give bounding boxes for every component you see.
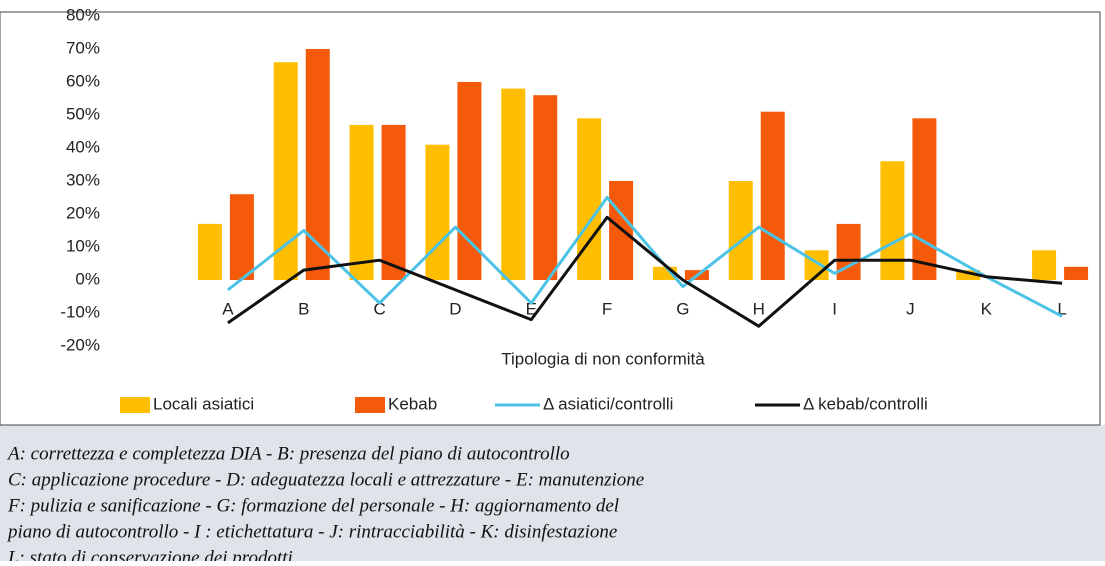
y-tick-label: -10% xyxy=(60,302,100,321)
bar xyxy=(197,223,222,280)
y-tick-label: 0% xyxy=(75,269,100,288)
bar xyxy=(305,49,330,280)
legend-swatch xyxy=(355,397,385,413)
bar xyxy=(956,270,981,280)
bar xyxy=(349,124,374,281)
caption-line: C: applicazione procedure - D: adeguatez… xyxy=(8,469,644,490)
bar xyxy=(1064,266,1089,280)
bar xyxy=(533,95,558,280)
x-tick-label: C xyxy=(373,299,385,318)
legend-swatch xyxy=(120,397,150,413)
bar xyxy=(912,118,937,280)
x-tick-label: A xyxy=(222,299,234,318)
caption-line: piano di autocontrollo - I : etichettatu… xyxy=(6,521,617,542)
caption-background xyxy=(0,425,1105,561)
x-tick-label: B xyxy=(298,299,309,318)
bar xyxy=(1032,250,1057,280)
bar xyxy=(880,161,905,280)
y-tick-label: 40% xyxy=(66,137,100,156)
bar xyxy=(760,111,785,280)
x-tick-label: G xyxy=(676,299,689,318)
bar xyxy=(381,124,406,281)
x-tick-label: H xyxy=(753,299,765,318)
legend-label: Kebab xyxy=(388,394,437,413)
y-tick-label: 50% xyxy=(66,104,100,123)
bar xyxy=(501,88,526,280)
x-tick-label: E xyxy=(526,299,537,318)
x-tick-label: I xyxy=(832,299,837,318)
bar xyxy=(425,144,450,280)
y-tick-label: 10% xyxy=(66,236,100,255)
y-tick-label: 20% xyxy=(66,203,100,222)
bar xyxy=(577,118,602,280)
bar xyxy=(273,62,298,281)
y-tick-label: 60% xyxy=(66,71,100,90)
legend-label: Locali asiatici xyxy=(153,394,254,413)
y-tick-label: 80% xyxy=(66,5,100,24)
bar xyxy=(229,194,254,280)
x-tick-label: D xyxy=(449,299,461,318)
caption-line: A: correttezza e completezza DIA - B: pr… xyxy=(6,443,570,464)
bar xyxy=(728,181,753,280)
x-tick-label: F xyxy=(602,299,612,318)
caption-line: L: stato di conservazione dei prodotti xyxy=(7,547,293,561)
line-series xyxy=(226,196,1063,318)
x-axis-title: Tipologia di non conformità xyxy=(501,349,705,368)
legend-label: Δ kebab/controlli xyxy=(803,394,928,413)
bar xyxy=(457,82,482,280)
line-series xyxy=(227,215,1063,328)
y-tick-label: -20% xyxy=(60,335,100,354)
x-tick-label: J xyxy=(906,299,915,318)
x-tick-label: K xyxy=(981,299,993,318)
legend-label: Δ asiatici/controlli xyxy=(543,394,673,413)
x-tick-label: L xyxy=(1057,299,1066,318)
y-tick-label: 30% xyxy=(66,170,100,189)
y-tick-label: 70% xyxy=(66,38,100,57)
caption-line: F: pulizia e sanificazione - G: formazio… xyxy=(7,495,619,516)
